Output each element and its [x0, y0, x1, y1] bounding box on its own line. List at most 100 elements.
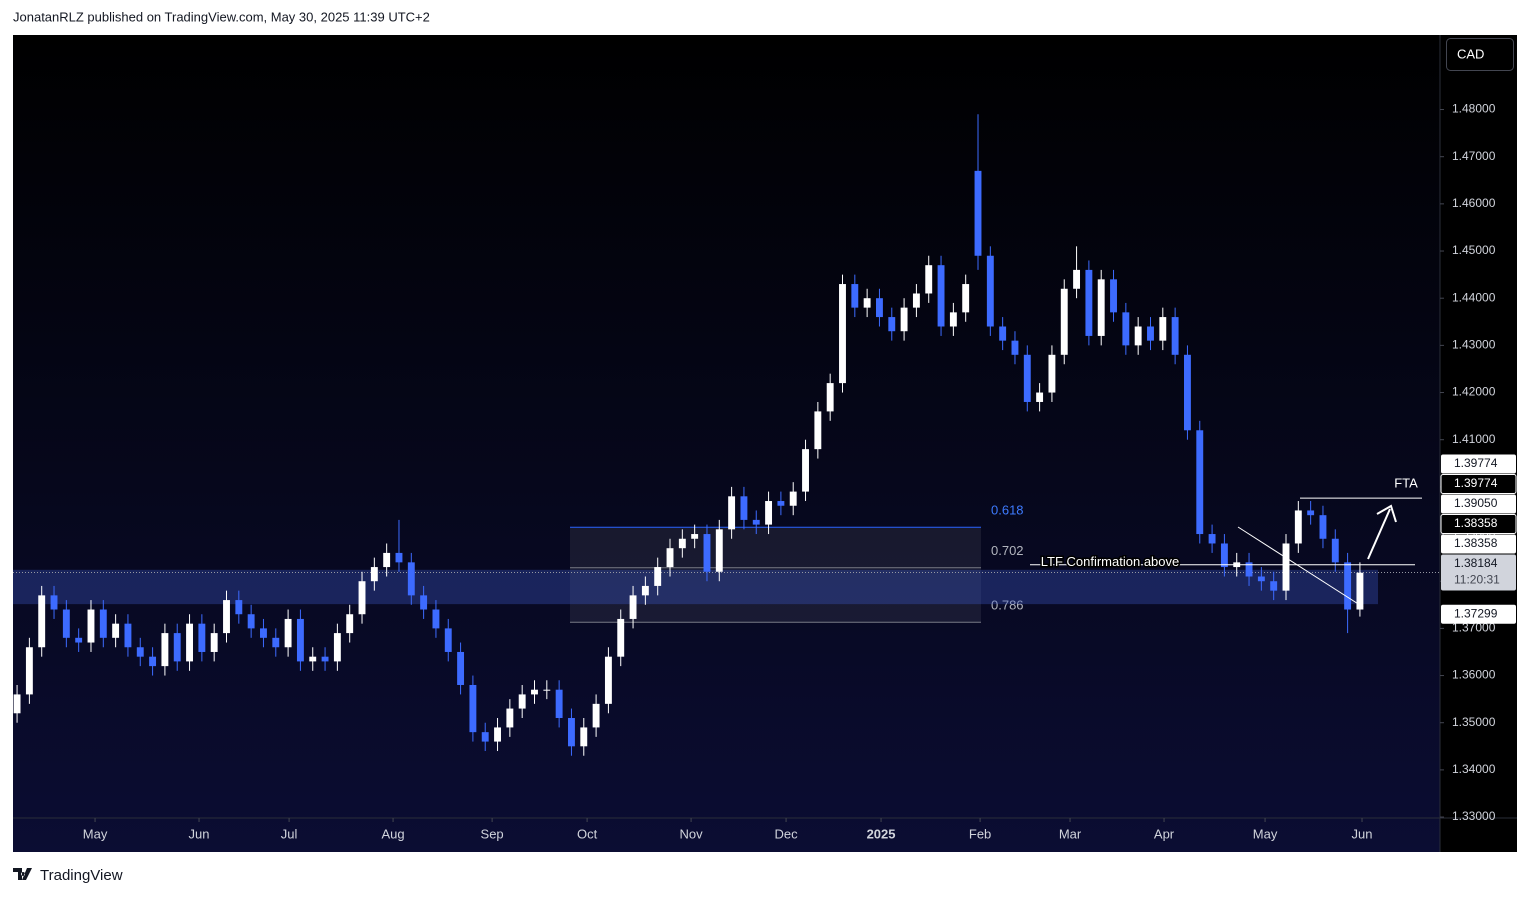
candle-body [149, 656, 157, 667]
fta-label: FTA [1394, 476, 1418, 491]
candle-body [1208, 534, 1216, 544]
price-label-box [1441, 554, 1516, 591]
candle-body [826, 383, 834, 412]
currency: CAD [1457, 46, 1484, 61]
candle-body [1110, 279, 1117, 313]
y-tick-label: 1.37000 [1452, 621, 1496, 635]
candle-body [296, 618, 304, 662]
candle-body [839, 284, 846, 384]
candle-body [617, 618, 625, 657]
price-label-box [1441, 494, 1516, 514]
candle-body [629, 595, 637, 619]
x-tick-label: Aug [381, 826, 404, 841]
fib-box [570, 527, 981, 623]
candle-body [752, 519, 760, 525]
candle-body [568, 718, 575, 747]
y-tick-label: 1.44000 [1452, 290, 1496, 304]
candle-body [124, 623, 132, 648]
y-tick-label: 1.34000 [1452, 762, 1496, 776]
candle-body [1134, 326, 1142, 346]
y-tick-label: 1.33000 [1452, 809, 1496, 823]
fib-label: 0.702 [991, 543, 1024, 558]
x-tick-label: May [1253, 826, 1278, 841]
candle-body [1319, 515, 1327, 539]
candle-body [1257, 576, 1265, 582]
candle-body [962, 284, 970, 313]
candle-body [937, 265, 945, 327]
candle-body [851, 284, 859, 308]
y-tick-label: 1.41000 [1452, 432, 1496, 446]
candle-body [1060, 288, 1068, 355]
candle-body [740, 496, 748, 520]
candle-body [1245, 562, 1253, 577]
price-label: 1.37299 [1454, 606, 1498, 620]
candle-body [1122, 312, 1130, 346]
candle-body [235, 600, 243, 615]
candle-body [272, 637, 280, 648]
x-tick-label: Dec [775, 826, 799, 841]
candle-body [1344, 562, 1352, 610]
price-label: 1.39774 [1454, 456, 1498, 470]
candle-body [691, 534, 699, 539]
candle-body [518, 694, 526, 709]
candle-body [420, 595, 428, 610]
candle-body [802, 449, 809, 492]
candle-body [999, 326, 1007, 341]
candle-body [814, 411, 822, 450]
price-label: 1.38184 [1454, 556, 1498, 570]
candle-body [210, 633, 218, 652]
candle-body [494, 727, 501, 742]
candle-body [1085, 269, 1093, 336]
price-label: 1.39774 [1454, 476, 1498, 490]
candle-body [949, 312, 957, 327]
countdown: 11:20:31 [1454, 573, 1500, 587]
candle-body [863, 298, 871, 308]
x-tick-label: May [83, 826, 108, 841]
candle-body [728, 496, 736, 530]
candle-body [87, 609, 95, 643]
candle-body [974, 170, 982, 256]
fib-label: 0.618 [991, 503, 1024, 518]
candle-body [1183, 354, 1191, 431]
candle-body [777, 501, 785, 506]
zone [13, 569, 1378, 605]
candle-body [666, 548, 674, 568]
candle-body [1073, 269, 1081, 289]
price-label-box [1440, 514, 1517, 535]
candle-body [1307, 510, 1315, 516]
candle-body [481, 732, 489, 742]
footer-brand: TradingView [40, 867, 123, 884]
price-label: 1.38358 [1454, 536, 1498, 550]
x-tick-label: Mar [1059, 826, 1082, 841]
candle-body [1356, 572, 1364, 610]
price-label: 1.39050 [1454, 496, 1498, 510]
candle-body [1147, 326, 1154, 341]
candle-body [876, 298, 883, 318]
candle-body [703, 534, 711, 572]
candle-body [432, 609, 440, 629]
candle-body [1282, 543, 1290, 591]
y-tick-label: 1.46000 [1452, 196, 1496, 210]
candle-body [38, 595, 46, 648]
x-tick-label: Apr [1154, 826, 1175, 841]
candle-body [333, 633, 341, 662]
candle-body [25, 647, 33, 695]
candle-body [346, 614, 354, 634]
currency-box [1446, 38, 1514, 71]
candle-body [1097, 279, 1105, 336]
candle-body [604, 656, 612, 704]
candle-body [370, 567, 378, 582]
candle-body [173, 633, 181, 662]
ltf-label: LTF Confirmation above [1041, 554, 1180, 569]
candle-body [912, 293, 920, 308]
candle-body [358, 581, 366, 615]
price-label-box [1441, 454, 1516, 474]
y-tick-label: 1.48000 [1452, 102, 1496, 116]
x-tick-label: Jun [189, 826, 210, 841]
price-label-box [1441, 604, 1516, 624]
candle-body [62, 609, 70, 638]
candle-body [654, 567, 662, 586]
candle-body [543, 689, 551, 691]
candle-body [888, 317, 896, 332]
